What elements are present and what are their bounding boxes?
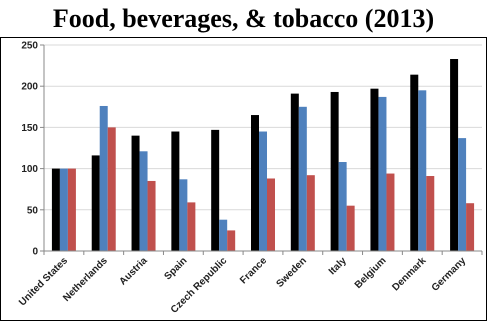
bar	[386, 173, 395, 251]
x-tick-label: Italy	[327, 255, 349, 277]
x-tick-label: Denmark	[390, 255, 428, 293]
bar	[251, 115, 259, 251]
bar	[458, 138, 467, 251]
bar	[227, 230, 236, 251]
y-tick-label: 150	[21, 123, 38, 134]
chart-area: 0 50 100 150 200 250 United States Netherlands…	[0, 37, 487, 321]
bar	[418, 90, 427, 251]
x-tick-label: Spain	[162, 255, 189, 282]
x-tick-label: United States	[17, 255, 70, 308]
bar	[187, 202, 196, 251]
bar	[147, 180, 156, 251]
bar	[378, 96, 387, 251]
bar	[99, 105, 108, 251]
bar	[67, 168, 76, 251]
bar	[298, 106, 307, 251]
y-tick-label: 250	[21, 41, 38, 52]
y-tick-label: 0	[32, 247, 38, 258]
bar	[410, 74, 419, 251]
y-tick-labels: 0 50 100 150 200 250	[21, 41, 38, 258]
bar	[179, 179, 188, 251]
bar	[466, 203, 475, 251]
bar	[139, 151, 148, 251]
chart-title: Food, beverages, & tobacco (2013)	[52, 4, 435, 33]
bar	[306, 175, 315, 251]
bar	[259, 131, 267, 251]
bar	[51, 168, 60, 251]
bar	[426, 176, 435, 251]
x-tick-label: France	[238, 255, 269, 286]
axes	[40, 44, 483, 255]
x-tick-label: Belgium	[353, 255, 389, 291]
bar	[267, 178, 275, 251]
bar	[346, 205, 355, 251]
x-tick-label: Sweden	[274, 255, 309, 290]
bar	[219, 219, 228, 251]
bars	[51, 59, 475, 252]
bar	[59, 168, 68, 251]
bar	[370, 88, 379, 251]
bar	[171, 131, 180, 251]
bar	[330, 91, 339, 251]
bar	[131, 135, 140, 251]
y-tick-label: 200	[21, 82, 38, 93]
bar	[290, 93, 299, 251]
bar	[91, 155, 100, 251]
gridlines	[44, 44, 482, 211]
y-tick-label: 50	[27, 205, 39, 216]
bar	[450, 59, 459, 252]
bar	[211, 129, 220, 251]
bar	[107, 127, 116, 251]
y-tick-label: 100	[21, 164, 38, 175]
x-tick-label: Germany	[430, 255, 469, 294]
x-tick-label: Austria	[118, 255, 150, 287]
bar	[338, 162, 347, 251]
